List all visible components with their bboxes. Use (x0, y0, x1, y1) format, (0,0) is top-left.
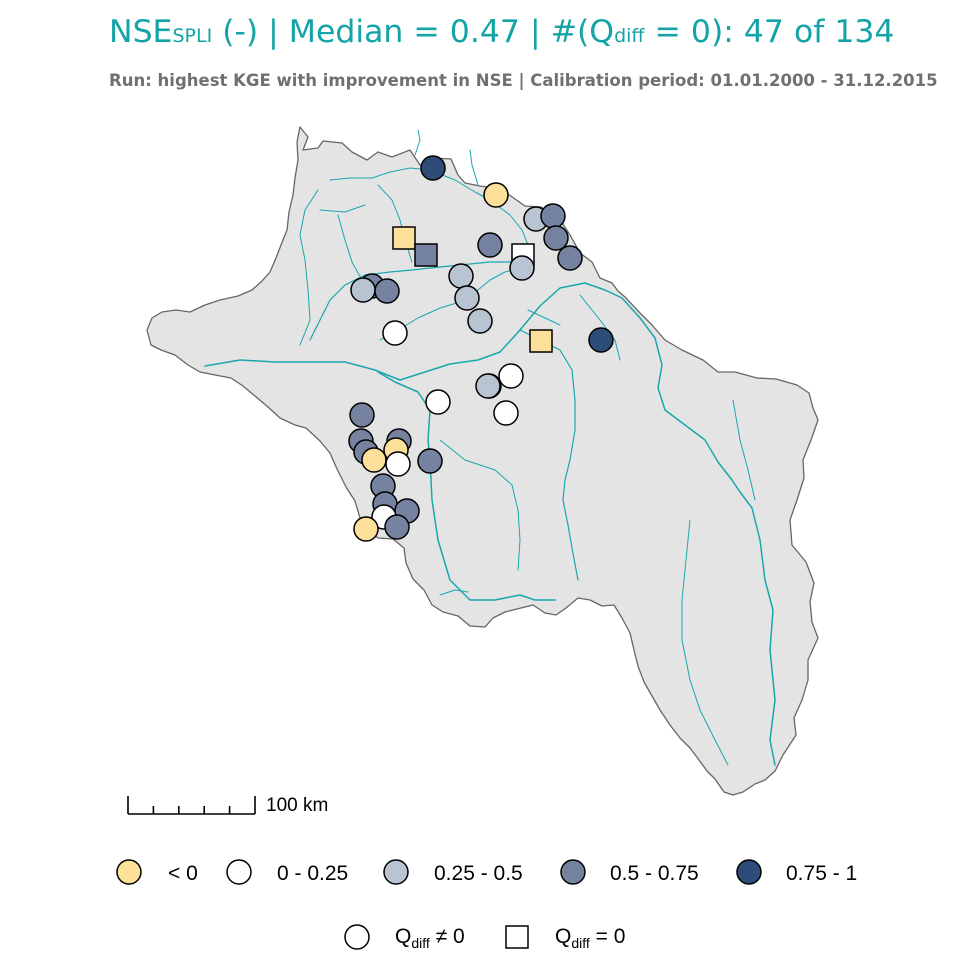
gauge-marker-square (529, 329, 553, 353)
gauge-marker-square (392, 226, 416, 250)
legend-label-lt0: < 0 (168, 862, 198, 885)
legend-swatch-05-075 (560, 859, 586, 885)
legend-item-qdiff-nonzero: Qdiff ≠ 0 (344, 924, 465, 951)
gauge-marker-circle (498, 363, 524, 389)
legend-label-0-025: 0 - 0.25 (277, 862, 348, 885)
legend-item-05-075: 0.5 - 0.75 (560, 859, 699, 885)
legend-label-075-1: 0.75 - 1 (786, 862, 857, 885)
scale-bar-label: 100 km (266, 795, 329, 816)
legend-nse-classes: < 0 0 - 0.25 0.25 - 0.5 0.5 - 0.75 0.75 … (116, 859, 857, 885)
map-title: NSESPLI (-) | Median = 0.47 | #(Qdiff = … (109, 14, 894, 50)
gauge-marker-circle (353, 516, 379, 542)
legend-label-025-05: 0.25 - 0.5 (434, 862, 523, 885)
legend-item-0-025: 0 - 0.25 (226, 859, 348, 885)
legend-label-qdiff-zero: Qdiff = 0 (555, 925, 625, 951)
map-title-text: NSESPLI (-) | Median = 0.47 | #(Qdiff = … (109, 14, 894, 50)
gauge-marker-circle (588, 327, 614, 353)
legend-swatch-025-05 (383, 859, 409, 885)
gauge-marker-circle (509, 255, 535, 281)
gauge-markers (348, 155, 614, 542)
legend-item-qdiff-zero: Qdiff = 0 (505, 925, 625, 951)
gauge-marker-circle (382, 320, 408, 346)
gauge-marker-circle (475, 373, 501, 399)
legend-swatch-lt0 (116, 859, 142, 885)
map-subtitle: Run: highest KGE with improvement in NSE… (109, 71, 938, 90)
gauge-marker-circle (543, 225, 569, 251)
gauge-marker-circle (557, 245, 583, 271)
legend-item-025-05: 0.25 - 0.5 (383, 859, 523, 885)
legend-swatch-075-1 (736, 859, 762, 885)
gauge-marker-square (414, 243, 438, 267)
gauge-marker-circle (425, 389, 451, 415)
river-network (204, 129, 776, 766)
gauge-marker-circle (374, 278, 400, 304)
legend-swatch-circle (344, 924, 370, 950)
gauge-marker-circle (454, 285, 480, 311)
legend-item-075-1: 0.75 - 1 (736, 859, 857, 885)
scale-bar (127, 796, 256, 815)
gauge-marker-circle (384, 514, 410, 540)
gauge-marker-circle (448, 263, 474, 289)
gauge-marker-circle (350, 277, 376, 303)
gauge-marker-circle (540, 203, 566, 229)
gauge-marker-circle (417, 448, 443, 474)
legend-label-qdiff-nonzero: Qdiff ≠ 0 (395, 925, 465, 951)
gauge-marker-circle (477, 232, 503, 258)
legend-swatch-square (505, 925, 529, 949)
legend-qdiff-shapes: Qdiff ≠ 0 Qdiff = 0 (344, 924, 625, 951)
legend-swatch-0-025 (226, 859, 252, 885)
gauge-marker-circle (361, 447, 387, 473)
gauge-marker-circle (385, 451, 411, 477)
gauge-marker-circle (493, 400, 519, 426)
gauge-marker-circle (483, 182, 509, 208)
gauge-marker-circle (420, 155, 446, 181)
legend-label-05-075: 0.5 - 0.75 (610, 862, 699, 885)
gauge-marker-circle (467, 308, 493, 334)
gauge-marker-circle (349, 402, 375, 428)
legend-item-lt0: < 0 (116, 859, 198, 885)
